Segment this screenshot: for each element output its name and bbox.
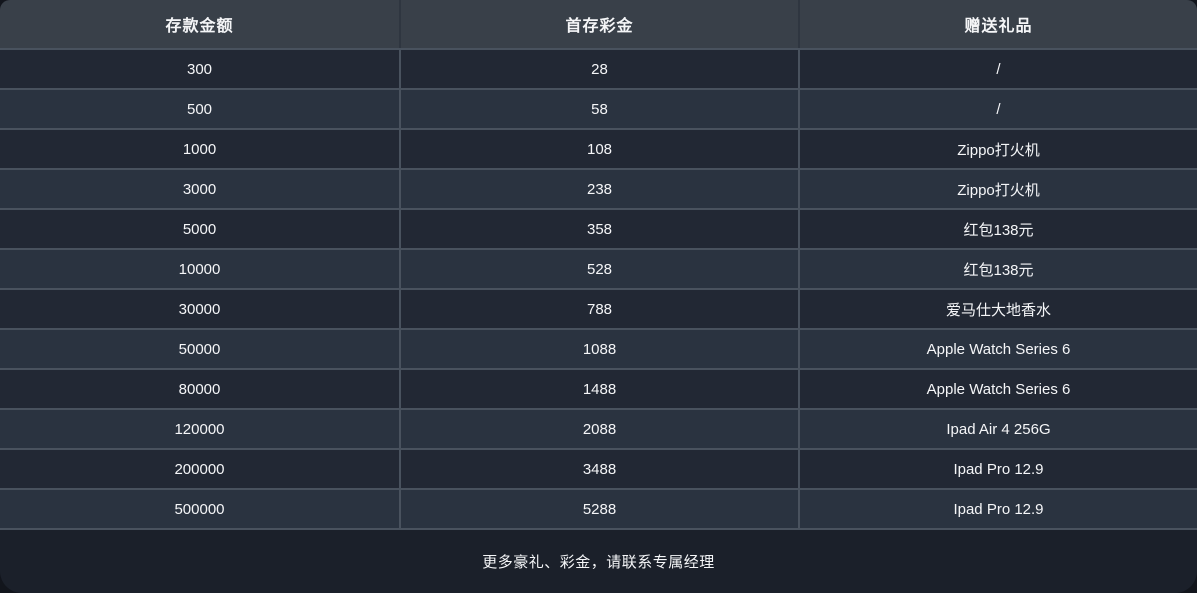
- gift-cell: Zippo打火机: [798, 130, 1197, 168]
- gift-cell: /: [798, 90, 1197, 128]
- table-row: 120000 2088 Ipad Air 4 256G: [0, 410, 1197, 450]
- deposit-amount-cell: 1000: [182, 140, 217, 158]
- gift-cell: 红包138元: [798, 250, 1197, 288]
- table-row: 3000 238 Zippo打火机: [0, 170, 1197, 210]
- deposit-amount-cell: 3000: [182, 180, 217, 198]
- gift-cell: /: [798, 50, 1197, 88]
- table-row: 1000 108 Zippo打火机: [0, 130, 1197, 170]
- gift-cell: Apple Watch Series 6: [798, 330, 1197, 368]
- header-deposit-amount: 存款金额: [165, 18, 234, 35]
- deposit-amount-cell: 500: [186, 100, 213, 118]
- table-row: 500000 5288 Ipad Pro 12.9: [0, 490, 1197, 530]
- deposit-amount-cell: 200000: [174, 460, 225, 478]
- gift-cell: Ipad Pro 12.9: [798, 490, 1197, 528]
- gift-cell: Zippo打火机: [798, 170, 1197, 208]
- bonus-cell: 238: [399, 170, 798, 208]
- bonus-cell: 1488: [399, 370, 798, 408]
- bonus-cell: 358: [399, 210, 798, 248]
- footer-note: 更多豪礼、彩金，请联系专属经理: [0, 530, 1197, 593]
- bonus-cell: 1088: [399, 330, 798, 368]
- bonus-cell: 108: [399, 130, 798, 168]
- table-row: 200000 3488 Ipad Pro 12.9: [0, 450, 1197, 490]
- table-row: 30000 788 爱马仕大地香水: [0, 290, 1197, 330]
- deposit-amount-cell: 10000: [178, 260, 221, 278]
- deposit-amount-cell: 5000: [182, 220, 217, 238]
- bonus-cell: 5288: [399, 490, 798, 528]
- table-row: 80000 1488 Apple Watch Series 6: [0, 370, 1197, 410]
- header-gift: 赠送礼品: [798, 0, 1197, 48]
- bonus-cell: 788: [399, 290, 798, 328]
- gift-cell: Ipad Pro 12.9: [798, 450, 1197, 488]
- deposit-amount-cell: 50000: [178, 340, 221, 358]
- table-row: 5000 358 红包138元: [0, 210, 1197, 250]
- table-body: 300 28 / 500 58 / 1000 108 Zippo打火机 3000…: [0, 50, 1197, 530]
- deposit-amount-cell: 30000: [178, 300, 221, 318]
- table-row: 300 28 /: [0, 50, 1197, 90]
- table-row: 50000 1088 Apple Watch Series 6: [0, 330, 1197, 370]
- gift-cell: 爱马仕大地香水: [798, 290, 1197, 328]
- table-header-row: 存款金额 首存彩金 赠送礼品: [0, 0, 1197, 50]
- deposit-amount-cell: 300: [186, 60, 213, 78]
- table-row: 500 58 /: [0, 90, 1197, 130]
- gift-cell: Ipad Air 4 256G: [798, 410, 1197, 448]
- bonus-cell: 2088: [399, 410, 798, 448]
- bonus-cell: 58: [399, 90, 798, 128]
- deposit-amount-cell: 500000: [174, 500, 225, 518]
- deposit-amount-cell: 80000: [178, 380, 221, 398]
- bonus-cell: 528: [399, 250, 798, 288]
- deposit-amount-cell: 120000: [174, 420, 225, 438]
- bonus-cell: 3488: [399, 450, 798, 488]
- bonus-cell: 28: [399, 50, 798, 88]
- gift-cell: Apple Watch Series 6: [798, 370, 1197, 408]
- header-first-deposit-bonus: 首存彩金: [399, 0, 798, 48]
- table-row: 10000 528 红包138元: [0, 250, 1197, 290]
- gift-cell: 红包138元: [798, 210, 1197, 248]
